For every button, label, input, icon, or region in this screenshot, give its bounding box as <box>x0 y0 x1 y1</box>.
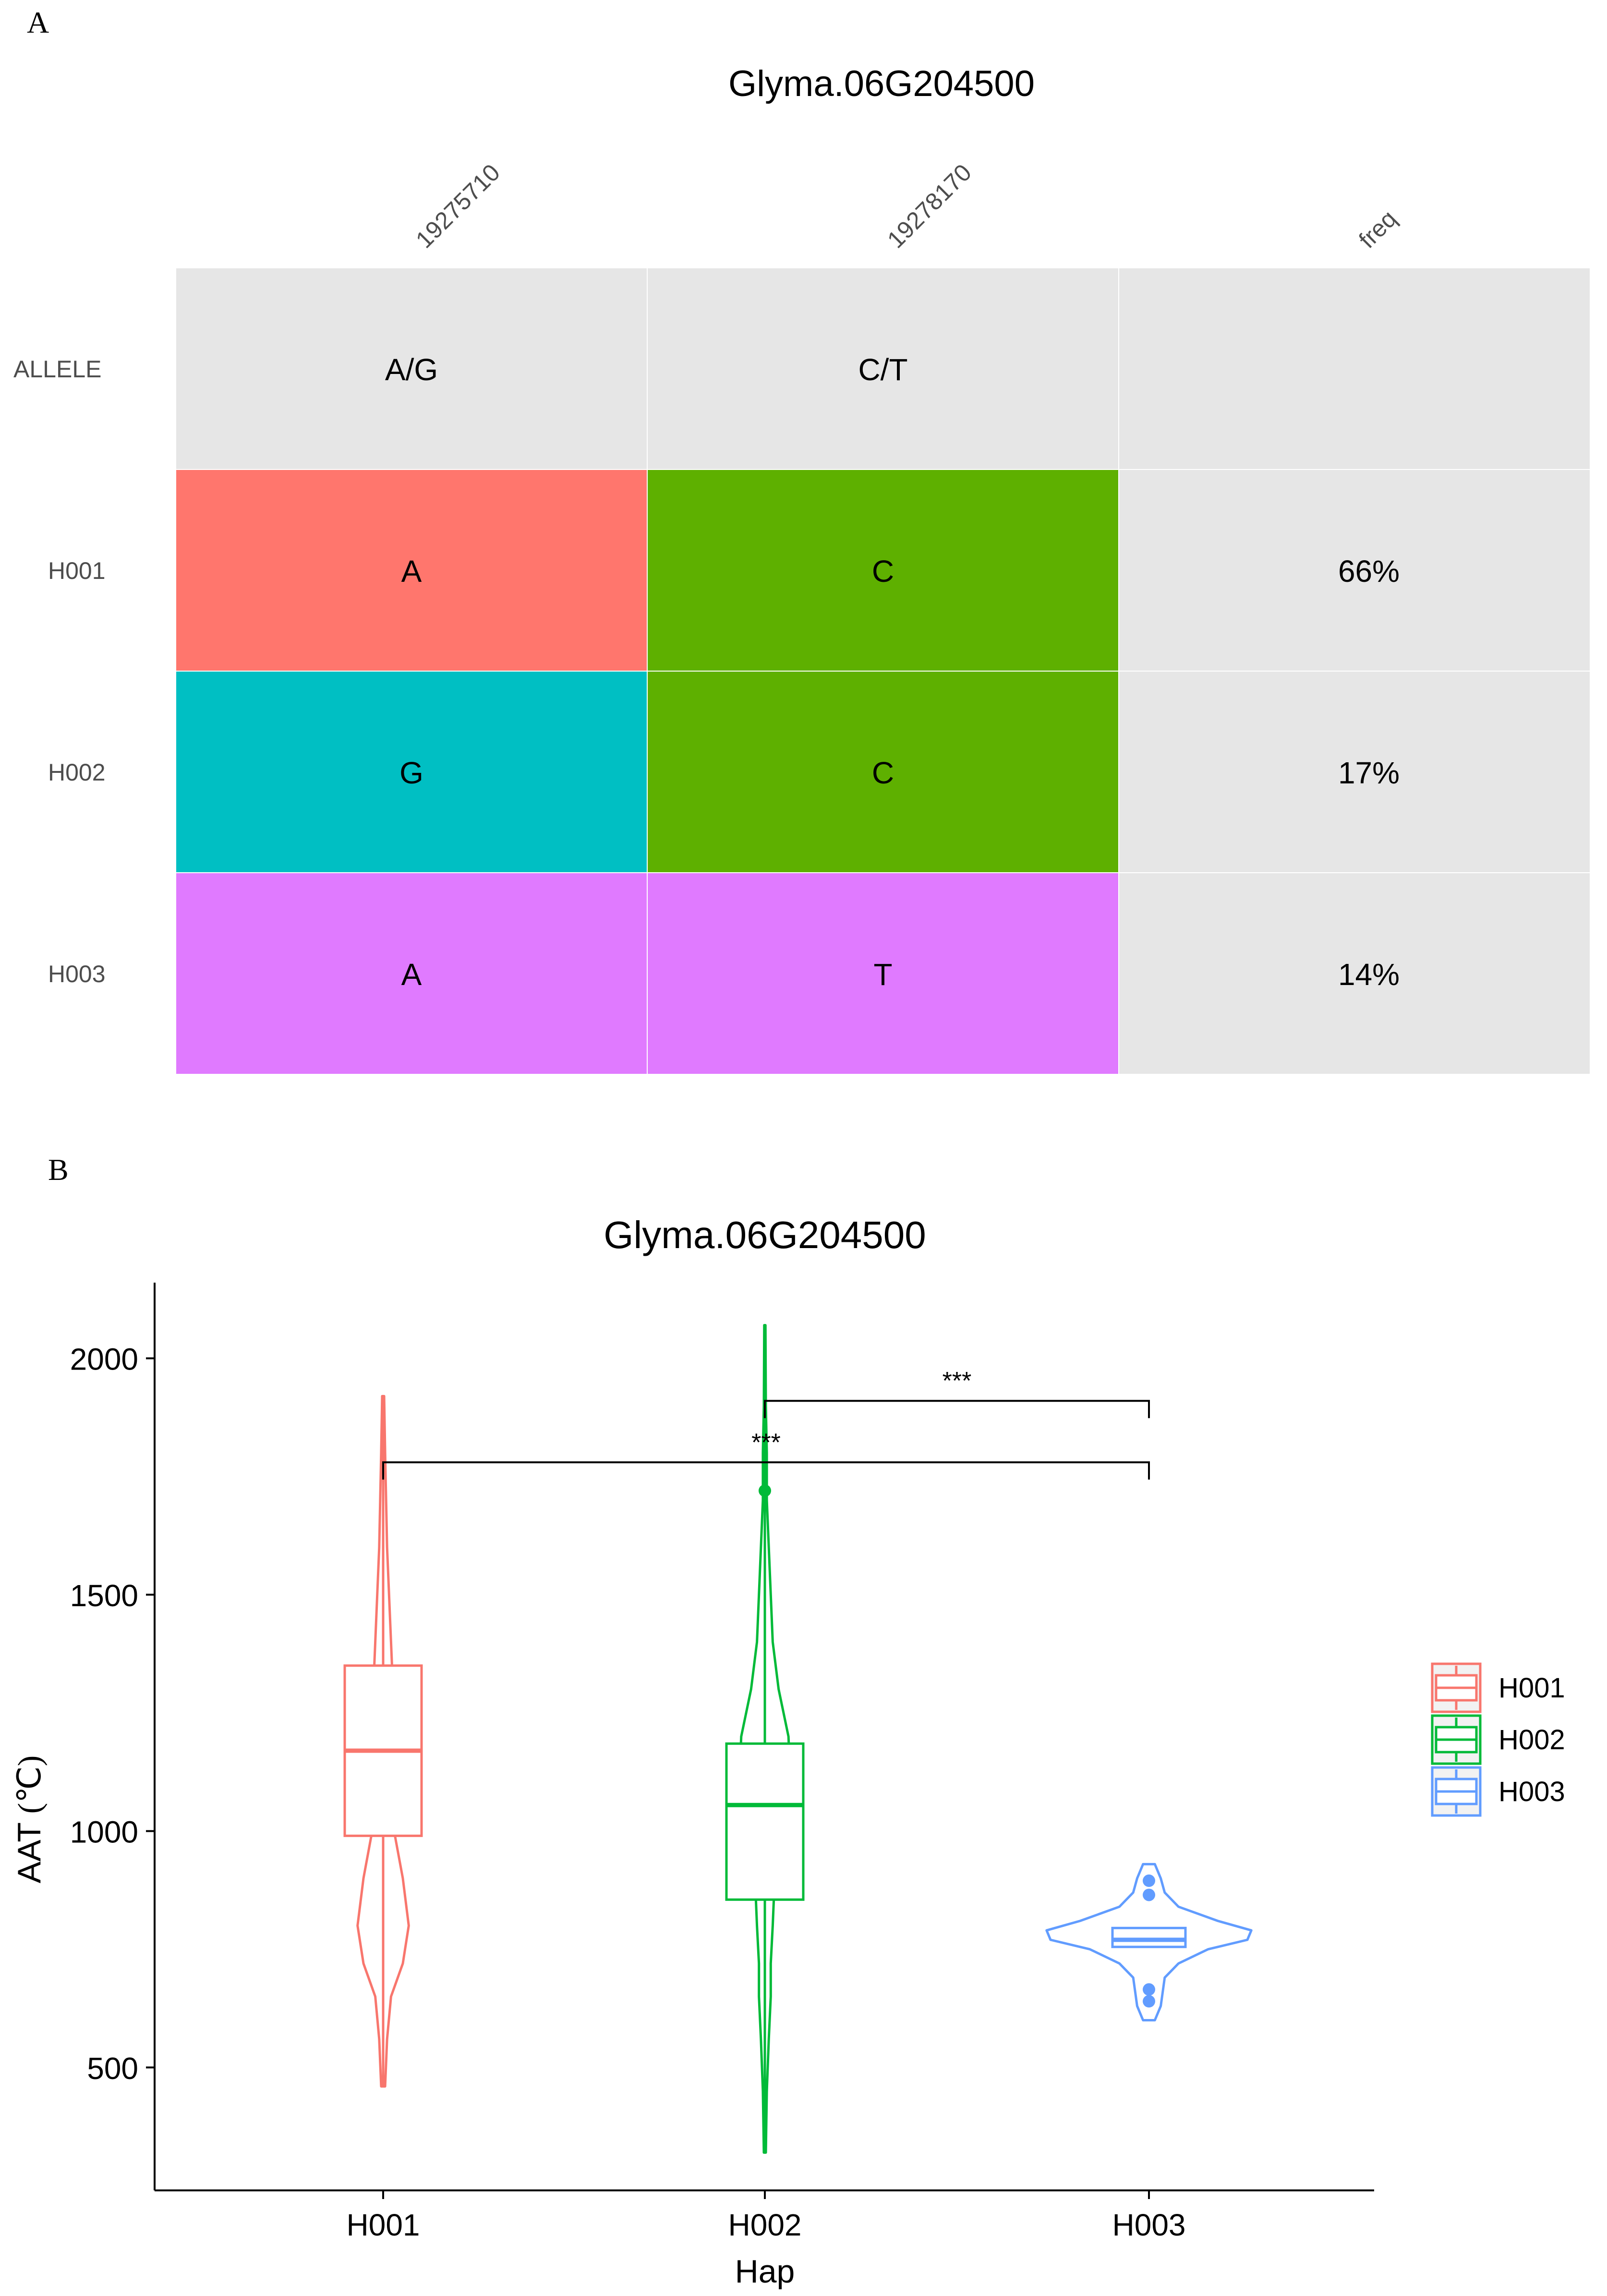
outlier-h002-1 <box>759 1484 771 1497</box>
y-tick-label-2000: 2000 <box>70 1342 138 1377</box>
panel-b-letter: B <box>48 1153 69 1187</box>
column-header-3: freq <box>1353 205 1402 253</box>
series-h001 <box>343 1394 423 2088</box>
haplotype-table: Glyma.06G204500 19275710 19278170 freq ALLE… <box>13 63 1591 1075</box>
outlier-h003-2 <box>1143 1983 1155 1996</box>
table-cell-h002-2 <box>647 671 1119 873</box>
table-cell-h003-3 <box>1118 872 1591 1075</box>
y-axis-label: AAT (℃) <box>11 1755 48 1884</box>
table-title: Glyma.06G204500 <box>728 63 1035 104</box>
y-tick-label-1000: 1000 <box>70 1815 138 1849</box>
table-cell-text-h001-2: C <box>872 554 894 589</box>
table-cell-h002-3 <box>1118 671 1591 873</box>
row-label-allele: ALLELE <box>13 356 101 383</box>
table-cell-text-h002-1: G <box>399 756 423 790</box>
table-cell-h003-1 <box>175 872 648 1075</box>
table-cell-text-h002-2: C <box>872 756 894 790</box>
table-cell-allele-1 <box>175 267 648 470</box>
legend-label-h002: H002 <box>1498 1724 1565 1755</box>
violin-h003 <box>1045 1863 1253 2021</box>
y-axis-label-text: AAT <box>11 1823 48 1883</box>
significance-bracket-1 <box>382 1461 1150 1480</box>
table-cell-h001-3 <box>1118 469 1591 672</box>
x-tick-label-h003: H003 <box>1112 2208 1186 2242</box>
row-label-h001: H001 <box>48 557 106 584</box>
legend-key-h003 <box>1431 1766 1482 1817</box>
table-cell-text-h002-3: 17% <box>1338 756 1400 790</box>
row-label-h002: H002 <box>48 759 106 786</box>
outlier-h003-1 <box>1143 1995 1155 2008</box>
y-tick-label-500: 500 <box>87 2051 138 2086</box>
legend-key-h001 <box>1431 1662 1482 1713</box>
legend: H001 H002 H003 <box>1431 1662 1565 1817</box>
table-cell-text-h003-1: A <box>401 957 422 992</box>
series-h003 <box>1045 1863 1253 2021</box>
column-header-1: 19275710 <box>411 159 505 253</box>
table-cell-h003-2 <box>647 872 1119 1075</box>
table-cell-text-h001-3: 66% <box>1338 554 1400 589</box>
table-cell-h002-1 <box>175 671 648 873</box>
table-cell-text-allele-1: A/G <box>385 352 438 387</box>
outlier-h003-4 <box>1143 1874 1155 1887</box>
box-h002 <box>725 1742 805 1901</box>
table-cell-allele-3 <box>1118 267 1591 470</box>
series-h002 <box>725 1324 805 2154</box>
box-h003 <box>1111 1926 1187 1948</box>
row-label-h003: H003 <box>48 961 106 987</box>
table-cell-text-h001-1: A <box>401 554 422 589</box>
significance-bracket-2 <box>764 1400 1150 1418</box>
column-header-2: 19278170 <box>882 159 977 253</box>
x-tick-label-h002: H002 <box>728 2208 802 2242</box>
outlier-h003-3 <box>1143 1888 1155 1901</box>
x-axis-label: Hap <box>735 2253 795 2290</box>
legend-label-h003: H003 <box>1498 1776 1565 1807</box>
table-cell-h001-1 <box>175 469 648 672</box>
chart-title: Glyma.06G204500 <box>604 1214 926 1256</box>
table-cell-h001-2 <box>647 469 1119 672</box>
table-cell-text-h003-3: 14% <box>1338 957 1400 992</box>
y-tick-label-1500: 1500 <box>70 1578 138 1613</box>
legend-label-h001: H001 <box>1498 1672 1565 1704</box>
legend-key-h002 <box>1431 1714 1482 1765</box>
y-axis-label-unit: (℃) <box>11 1755 48 1814</box>
panel-a-letter: A <box>27 5 49 39</box>
table-cell-text-allele-2: C/T <box>858 352 907 387</box>
significance-label-2: *** <box>942 1367 972 1395</box>
x-tick-label-h001: H001 <box>347 2208 420 2242</box>
significance-label-1: *** <box>751 1429 781 1456</box>
table-cell-text-h003-2: T <box>873 957 892 992</box>
